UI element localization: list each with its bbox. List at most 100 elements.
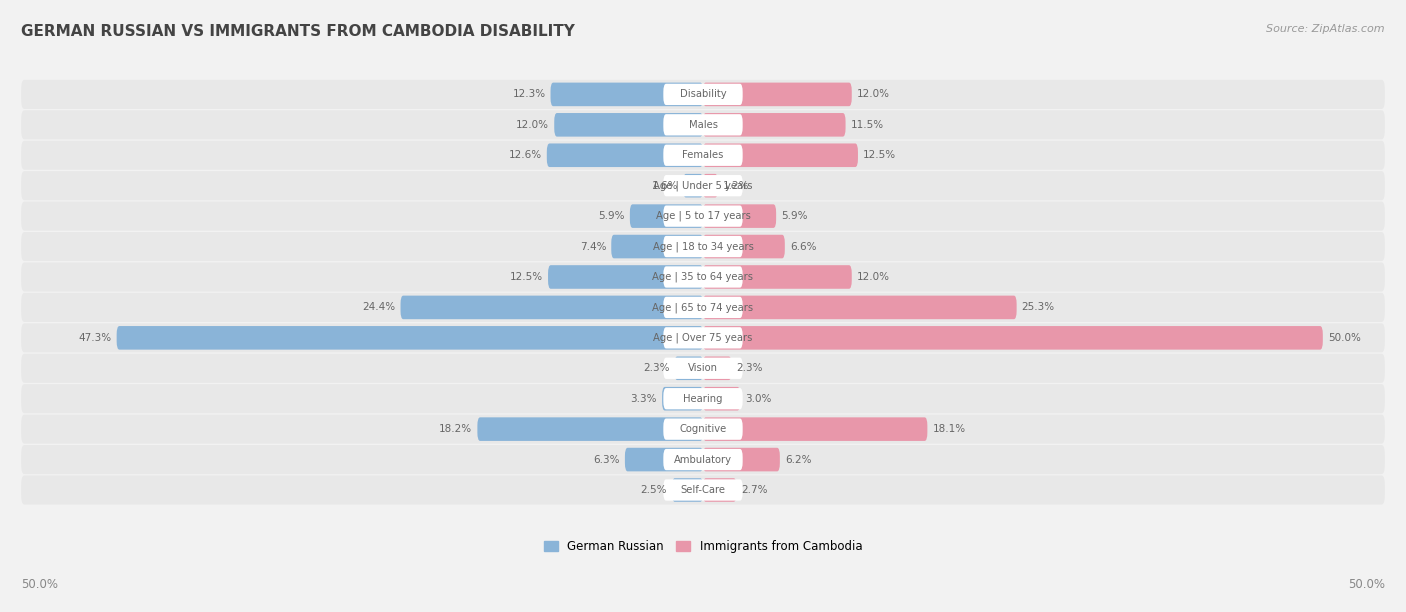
FancyBboxPatch shape — [662, 387, 703, 411]
Text: Source: ZipAtlas.com: Source: ZipAtlas.com — [1267, 24, 1385, 34]
FancyBboxPatch shape — [21, 232, 1385, 261]
Text: 24.4%: 24.4% — [363, 302, 395, 312]
Text: 5.9%: 5.9% — [599, 211, 624, 221]
FancyBboxPatch shape — [664, 388, 742, 409]
FancyBboxPatch shape — [703, 204, 776, 228]
Text: 25.3%: 25.3% — [1022, 302, 1054, 312]
Text: 12.5%: 12.5% — [863, 151, 896, 160]
Text: 2.3%: 2.3% — [643, 364, 669, 373]
FancyBboxPatch shape — [664, 206, 742, 227]
FancyBboxPatch shape — [21, 384, 1385, 413]
FancyBboxPatch shape — [675, 356, 703, 380]
FancyBboxPatch shape — [548, 265, 703, 289]
FancyBboxPatch shape — [703, 326, 1323, 349]
Legend: German Russian, Immigrants from Cambodia: German Russian, Immigrants from Cambodia — [538, 536, 868, 558]
Text: 12.6%: 12.6% — [509, 151, 541, 160]
Text: 50.0%: 50.0% — [1348, 578, 1385, 591]
FancyBboxPatch shape — [21, 323, 1385, 353]
Text: 12.0%: 12.0% — [516, 120, 550, 130]
FancyBboxPatch shape — [21, 293, 1385, 322]
Text: 50.0%: 50.0% — [21, 578, 58, 591]
FancyBboxPatch shape — [664, 357, 742, 379]
Text: Age | Over 75 years: Age | Over 75 years — [654, 332, 752, 343]
Text: Age | 65 to 74 years: Age | 65 to 74 years — [652, 302, 754, 313]
Text: 12.0%: 12.0% — [856, 89, 890, 99]
Text: 11.5%: 11.5% — [851, 120, 883, 130]
FancyBboxPatch shape — [551, 83, 703, 106]
FancyBboxPatch shape — [703, 174, 718, 198]
FancyBboxPatch shape — [664, 419, 742, 440]
FancyBboxPatch shape — [703, 235, 785, 258]
FancyBboxPatch shape — [703, 448, 780, 471]
Text: 6.3%: 6.3% — [593, 455, 620, 465]
FancyBboxPatch shape — [21, 354, 1385, 383]
Text: 12.3%: 12.3% — [512, 89, 546, 99]
FancyBboxPatch shape — [21, 110, 1385, 140]
Text: 3.3%: 3.3% — [631, 394, 657, 404]
FancyBboxPatch shape — [478, 417, 703, 441]
FancyBboxPatch shape — [664, 479, 742, 501]
FancyBboxPatch shape — [664, 114, 742, 135]
FancyBboxPatch shape — [703, 356, 731, 380]
Text: Age | 35 to 64 years: Age | 35 to 64 years — [652, 272, 754, 282]
Text: 2.3%: 2.3% — [737, 364, 763, 373]
Text: Cognitive: Cognitive — [679, 424, 727, 434]
FancyBboxPatch shape — [21, 201, 1385, 231]
FancyBboxPatch shape — [703, 83, 852, 106]
FancyBboxPatch shape — [21, 171, 1385, 200]
Text: Disability: Disability — [679, 89, 727, 99]
FancyBboxPatch shape — [117, 326, 703, 349]
FancyBboxPatch shape — [21, 445, 1385, 474]
Text: 12.0%: 12.0% — [856, 272, 890, 282]
FancyBboxPatch shape — [21, 414, 1385, 444]
Text: Age | 5 to 17 years: Age | 5 to 17 years — [655, 211, 751, 222]
FancyBboxPatch shape — [703, 296, 1017, 319]
Text: Self-Care: Self-Care — [681, 485, 725, 495]
FancyBboxPatch shape — [401, 296, 703, 319]
Text: Age | 18 to 34 years: Age | 18 to 34 years — [652, 241, 754, 252]
Text: 12.5%: 12.5% — [510, 272, 543, 282]
FancyBboxPatch shape — [21, 141, 1385, 170]
FancyBboxPatch shape — [664, 144, 742, 166]
FancyBboxPatch shape — [672, 478, 703, 502]
Text: 1.2%: 1.2% — [723, 181, 749, 191]
FancyBboxPatch shape — [703, 387, 740, 411]
FancyBboxPatch shape — [612, 235, 703, 258]
FancyBboxPatch shape — [703, 478, 737, 502]
Text: 18.1%: 18.1% — [932, 424, 966, 434]
Text: Males: Males — [689, 120, 717, 130]
FancyBboxPatch shape — [624, 448, 703, 471]
FancyBboxPatch shape — [630, 204, 703, 228]
FancyBboxPatch shape — [21, 476, 1385, 504]
FancyBboxPatch shape — [664, 236, 742, 257]
Text: 50.0%: 50.0% — [1327, 333, 1361, 343]
Text: 47.3%: 47.3% — [79, 333, 111, 343]
Text: 6.2%: 6.2% — [785, 455, 811, 465]
Text: Vision: Vision — [688, 364, 718, 373]
FancyBboxPatch shape — [664, 175, 742, 196]
FancyBboxPatch shape — [664, 327, 742, 348]
Text: 6.6%: 6.6% — [790, 242, 817, 252]
FancyBboxPatch shape — [547, 143, 703, 167]
Text: Age | Under 5 years: Age | Under 5 years — [654, 181, 752, 191]
Text: GERMAN RUSSIAN VS IMMIGRANTS FROM CAMBODIA DISABILITY: GERMAN RUSSIAN VS IMMIGRANTS FROM CAMBOD… — [21, 24, 575, 40]
FancyBboxPatch shape — [21, 263, 1385, 291]
Text: 5.9%: 5.9% — [782, 211, 807, 221]
Text: 18.2%: 18.2% — [439, 424, 472, 434]
FancyBboxPatch shape — [664, 84, 742, 105]
Text: Ambulatory: Ambulatory — [673, 455, 733, 465]
FancyBboxPatch shape — [703, 265, 852, 289]
FancyBboxPatch shape — [554, 113, 703, 136]
FancyBboxPatch shape — [703, 417, 928, 441]
Text: 7.4%: 7.4% — [579, 242, 606, 252]
FancyBboxPatch shape — [703, 113, 845, 136]
Text: 3.0%: 3.0% — [745, 394, 772, 404]
Text: 2.5%: 2.5% — [641, 485, 666, 495]
Text: Hearing: Hearing — [683, 394, 723, 404]
FancyBboxPatch shape — [703, 143, 858, 167]
FancyBboxPatch shape — [664, 449, 742, 470]
Text: 2.7%: 2.7% — [741, 485, 768, 495]
Text: 1.6%: 1.6% — [652, 181, 678, 191]
FancyBboxPatch shape — [21, 80, 1385, 109]
FancyBboxPatch shape — [683, 174, 703, 198]
